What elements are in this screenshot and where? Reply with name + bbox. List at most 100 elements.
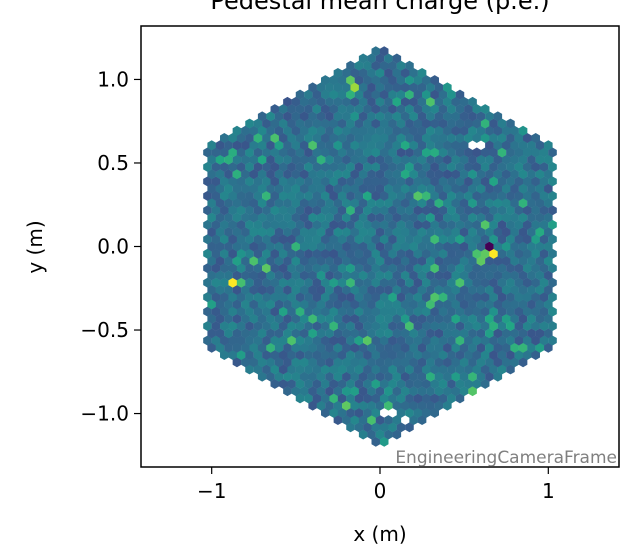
camera-pixel [329, 89, 339, 100]
camera-pixel [379, 364, 389, 375]
camera-pixel [287, 161, 296, 172]
camera-pixel [447, 161, 456, 172]
camera-pixel [489, 147, 498, 158]
camera-pixel [333, 140, 343, 151]
camera-pixel [421, 190, 431, 201]
camera-pixel [531, 133, 540, 143]
camera-pixel [493, 169, 503, 180]
camera-pixel [363, 321, 372, 332]
camera-pixel [438, 89, 448, 100]
camera-pixel [430, 234, 439, 245]
camera-pixel [236, 147, 246, 158]
camera-pixel [497, 205, 507, 216]
camera-pixel [308, 212, 317, 223]
camera-pixel [400, 82, 410, 93]
camera-pixel [539, 248, 549, 259]
camera-pixel [384, 227, 393, 237]
camera-pixel [430, 321, 439, 332]
camera-pixel [531, 292, 540, 303]
camera-pixel [363, 205, 372, 216]
camera-pixel [253, 277, 263, 288]
camera-pixel [241, 357, 250, 368]
y-tick-label: −1.0 [80, 402, 129, 426]
camera-pixel [472, 306, 482, 317]
camera-pixel [388, 190, 397, 201]
camera-pixel [325, 96, 334, 107]
camera-pixel [350, 125, 360, 136]
camera-pixel [232, 284, 242, 295]
camera-pixel [232, 241, 242, 252]
camera-pixel [329, 161, 339, 172]
camera-pixel [472, 147, 482, 158]
camera-pixel [262, 219, 271, 230]
camera-pixel [371, 133, 381, 143]
camera-pixel [472, 364, 482, 375]
camera-pixel [417, 125, 427, 136]
camera-pixel [443, 140, 452, 151]
camera-pixel [522, 277, 532, 288]
camera-pixel [220, 321, 229, 332]
camera-pixel [438, 378, 448, 389]
camera-pixel [363, 263, 372, 274]
camera-pixel [342, 299, 351, 310]
camera-pixel [430, 263, 439, 274]
camera-pixel [329, 306, 339, 317]
camera-pixel [325, 140, 334, 151]
camera-pixel [455, 219, 465, 230]
camera-pixel [451, 357, 461, 368]
camera-pixel [245, 292, 254, 303]
camera-pixel [417, 415, 427, 426]
camera-pixel [266, 198, 275, 209]
camera-pixel [539, 147, 549, 158]
camera-pixel [333, 183, 343, 194]
camera-pixel [434, 386, 444, 397]
camera-pixel [316, 169, 326, 180]
camera-pixel [459, 386, 469, 397]
camera-pixel [215, 256, 225, 266]
camera-pixel [236, 350, 246, 360]
camera-pixel [421, 248, 431, 259]
camera-pixel [480, 104, 490, 115]
camera-pixel [346, 205, 355, 216]
camera-pixel [350, 299, 360, 310]
camera-pixel [228, 190, 238, 201]
camera-pixel [299, 371, 309, 382]
camera-pixel [514, 335, 524, 346]
camera-pixel [295, 205, 305, 216]
camera-pixel [207, 313, 216, 324]
camera-pixel [274, 328, 284, 339]
camera-pixel [308, 154, 317, 165]
camera-pixel [531, 234, 540, 245]
camera-pixel [459, 183, 469, 194]
camera-pixel [434, 111, 444, 122]
camera-pixel [455, 161, 465, 172]
camera-pixel [535, 169, 545, 180]
camera-pixel [203, 321, 212, 332]
camera-pixel [379, 75, 389, 86]
camera-pixel [321, 364, 330, 375]
camera-pixel [371, 147, 381, 158]
camera-pixel [371, 422, 381, 433]
camera-pixel [396, 89, 406, 100]
camera-pixel [438, 263, 448, 274]
x-tick-label: 0 [374, 479, 387, 503]
camera-pixel [514, 176, 524, 187]
camera-pixel [430, 147, 439, 158]
camera-pixel [346, 248, 355, 259]
camera-pixel [350, 313, 360, 324]
camera-pixel [480, 292, 490, 303]
camera-pixel [278, 133, 288, 143]
camera-pixel [413, 321, 423, 332]
camera-pixel [405, 75, 414, 86]
camera-pixel [548, 205, 557, 216]
camera-pixel [203, 147, 212, 158]
camera-pixel [472, 263, 482, 274]
y-tick-label: −0.5 [80, 318, 129, 342]
camera-pixel [409, 357, 418, 368]
camera-pixel [249, 270, 259, 281]
camera-pixel [363, 422, 372, 433]
camera-pixel [459, 140, 469, 151]
camera-pixel [337, 335, 347, 346]
chart-title: Pedestal mean charge (p.e.) [210, 0, 549, 15]
camera-pixel [548, 321, 557, 332]
